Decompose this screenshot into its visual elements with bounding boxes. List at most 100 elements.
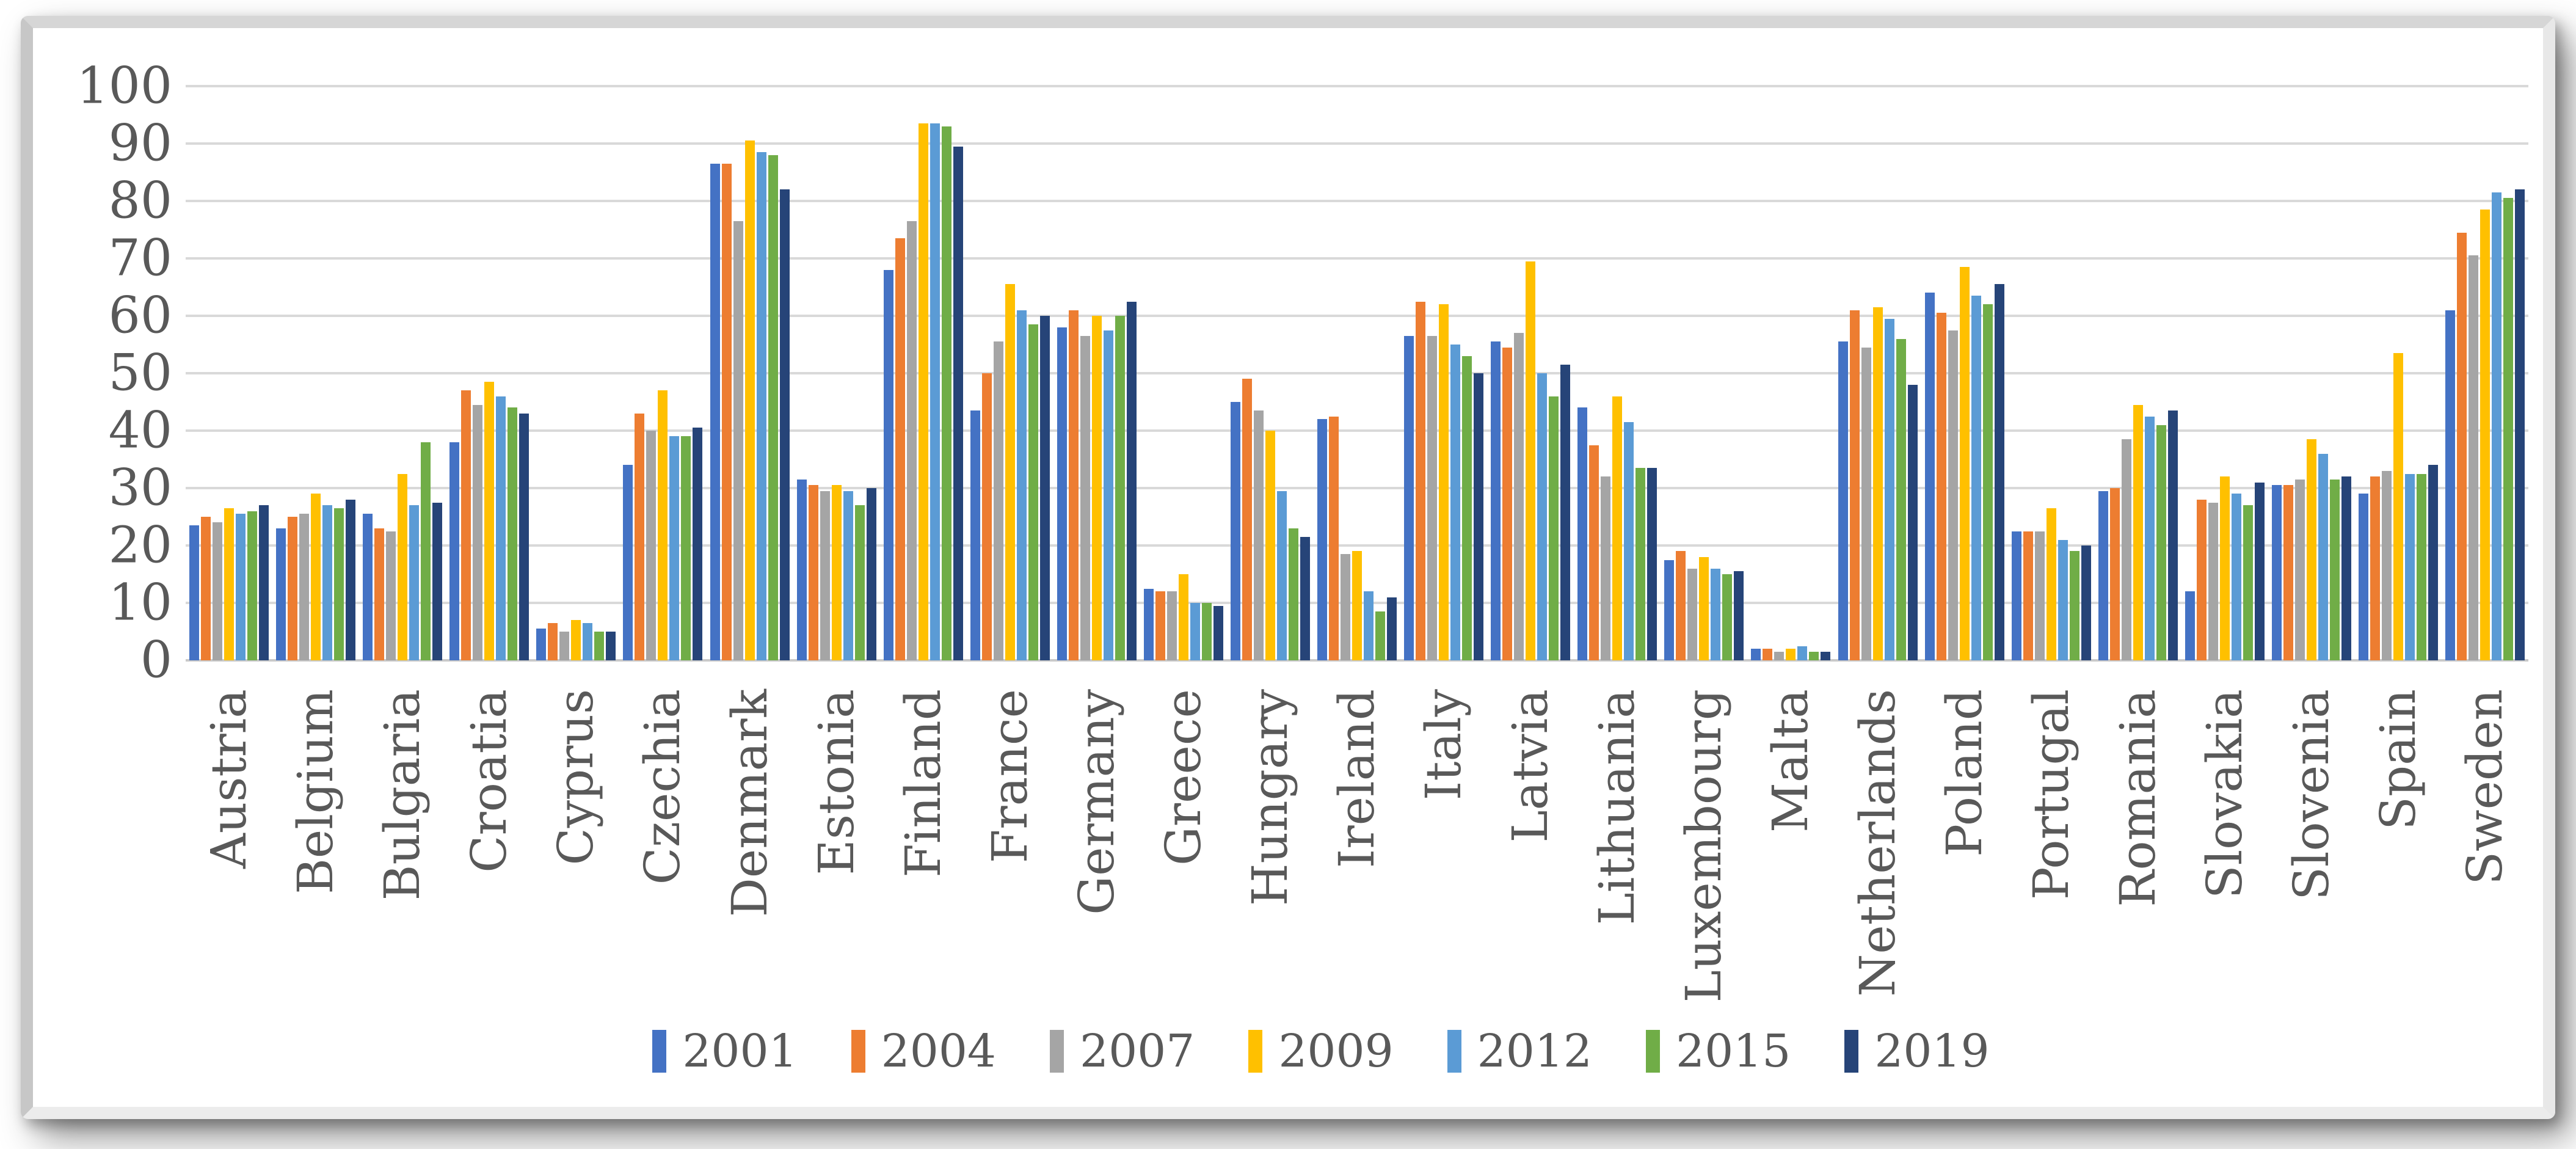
bar-czechia-2009 <box>658 390 668 660</box>
bar-netherlands-2012 <box>1884 318 1894 660</box>
x-axis-label-cell: Bulgaria <box>359 689 446 994</box>
bar-cyprus-2001 <box>536 629 547 660</box>
bar-netherlands-2009 <box>1872 307 1883 660</box>
bar-group-ireland <box>1314 86 1400 660</box>
bar-netherlands-2004 <box>1849 310 1860 660</box>
bar-slovakia-2009 <box>2219 476 2230 660</box>
bar-cyprus-2019 <box>606 632 616 660</box>
y-axis-tick-label: 50 <box>108 344 172 403</box>
legend-item-2012: 2012 <box>1447 1029 1592 1074</box>
bar-group-portugal <box>2008 86 2095 660</box>
bar-germany-2007 <box>1080 335 1090 660</box>
bar-hungary-2001 <box>1230 402 1240 660</box>
x-axis-label-finland: Finland <box>894 689 951 878</box>
x-axis-label-poland: Poland <box>1935 689 1993 857</box>
x-axis-label-cell: Croatia <box>446 689 533 994</box>
bar-group-malta <box>1747 86 1834 660</box>
bar-portugal-2015 <box>2069 551 2079 660</box>
bar-slovakia-2012 <box>2231 494 2241 660</box>
bar-ireland-2019 <box>1387 597 1397 660</box>
legend-label-2004: 2004 <box>881 1025 996 1078</box>
y-axis-tick-label: 60 <box>108 286 172 345</box>
bar-czechia-2015 <box>681 436 691 660</box>
bar-finland-2004 <box>895 238 905 660</box>
bar-group-poland <box>1921 86 2008 660</box>
bar-hungary-2007 <box>1253 410 1264 660</box>
bar-italy-2015 <box>1462 356 1472 660</box>
x-axis-label-denmark: Denmark <box>721 689 778 917</box>
bar-germany-2012 <box>1103 330 1113 660</box>
bar-lithuania-2012 <box>1624 421 1634 660</box>
bar-luxembourg-2019 <box>1734 571 1744 660</box>
bar-denmark-2001 <box>710 163 720 660</box>
bar-latvia-2007 <box>1514 333 1524 660</box>
x-axis-label-cell: Austria <box>186 689 272 994</box>
x-axis-label-hungary: Hungary <box>1241 689 1298 906</box>
bar-latvia-2019 <box>1560 364 1571 660</box>
gridline-y-70 <box>186 257 2528 260</box>
x-axis-label-cell: Malta <box>1747 689 1834 994</box>
bar-austria-2015 <box>247 511 258 660</box>
bar-ireland-2012 <box>1364 591 1374 660</box>
x-axis-label-latvia: Latvia <box>1502 689 1559 843</box>
bar-hungary-2019 <box>1300 536 1310 660</box>
legend-swatch-2015 <box>1645 1030 1660 1073</box>
x-axis-label-cell: Cyprus <box>533 689 619 994</box>
x-axis-label-portugal: Portugal <box>2022 689 2079 900</box>
x-axis-label-sweden: Sweden <box>2456 689 2514 885</box>
x-axis-label-cell: France <box>967 689 1053 994</box>
bar-poland-2015 <box>1982 304 1993 660</box>
x-axis-label-cell: Hungary <box>1227 689 1314 994</box>
bar-greece-2004 <box>1155 591 1165 660</box>
bar-czechia-2007 <box>646 431 657 660</box>
bar-romania-2015 <box>2156 425 2166 660</box>
bar-estonia-2001 <box>796 479 807 660</box>
bar-group-luxembourg <box>1661 86 1747 660</box>
bar-slovakia-2015 <box>2243 505 2253 660</box>
bar-czechia-2001 <box>623 465 633 660</box>
bar-luxembourg-2004 <box>1676 551 1686 660</box>
bar-france-2001 <box>970 410 980 660</box>
x-axis-label-romania: Romania <box>2109 689 2166 907</box>
bar-group-belgium <box>272 86 359 660</box>
x-axis-label-cell: Belgium <box>272 689 359 994</box>
bar-germany-2009 <box>1091 316 1102 660</box>
legend-label-2009: 2009 <box>1278 1025 1394 1078</box>
y-axis-tick-label: 90 <box>108 114 172 173</box>
bar-poland-2009 <box>1959 267 1970 660</box>
chart-frame: 0 10 20 30 40 50 60 70 80 90 100 Austria Belgium Bul… <box>21 16 2555 1119</box>
bar-lithuania-2019 <box>1647 468 1657 660</box>
bar-group-cyprus <box>533 86 619 660</box>
bar-czechia-2004 <box>635 413 645 660</box>
bar-greece-2009 <box>1178 574 1188 660</box>
x-axis-label-cell: Greece <box>1140 689 1227 994</box>
bar-slovenia-2001 <box>2271 485 2282 660</box>
bar-belgium-2012 <box>322 505 333 660</box>
bar-spain-2007 <box>2381 470 2392 660</box>
x-axis-label-slovenia: Slovenia <box>2282 689 2340 900</box>
bar-france-2015 <box>1028 324 1038 660</box>
y-axis-tick-label: 0 <box>140 631 172 690</box>
x-axis-label-cell: Sweden <box>2442 689 2528 994</box>
bar-luxembourg-2007 <box>1687 568 1698 660</box>
bar-poland-2019 <box>1994 284 2004 660</box>
bar-belgium-2015 <box>334 508 344 660</box>
bar-italy-2019 <box>1474 373 1484 660</box>
x-axis-label-cell: Finland <box>880 689 967 994</box>
bar-group-sweden <box>2442 86 2528 660</box>
bar-hungary-2012 <box>1276 491 1287 660</box>
bar-greece-2015 <box>1201 603 1212 660</box>
bar-france-2009 <box>1005 284 1015 660</box>
gridline-y-30 <box>186 487 2528 489</box>
bar-luxembourg-2001 <box>1664 560 1675 660</box>
bar-slovakia-2001 <box>2185 591 2195 660</box>
x-axis-label-cell: Italy <box>1400 689 1487 994</box>
bar-hungary-2015 <box>1288 528 1298 660</box>
bar-poland-2001 <box>1924 293 1935 660</box>
bar-austria-2007 <box>213 522 223 660</box>
legend-item-2001: 2001 <box>652 1029 798 1074</box>
bar-belgium-2004 <box>288 517 298 660</box>
bar-croatia-2007 <box>473 404 483 660</box>
bar-ireland-2001 <box>1317 419 1328 660</box>
bar-group-slovenia <box>2268 86 2355 660</box>
